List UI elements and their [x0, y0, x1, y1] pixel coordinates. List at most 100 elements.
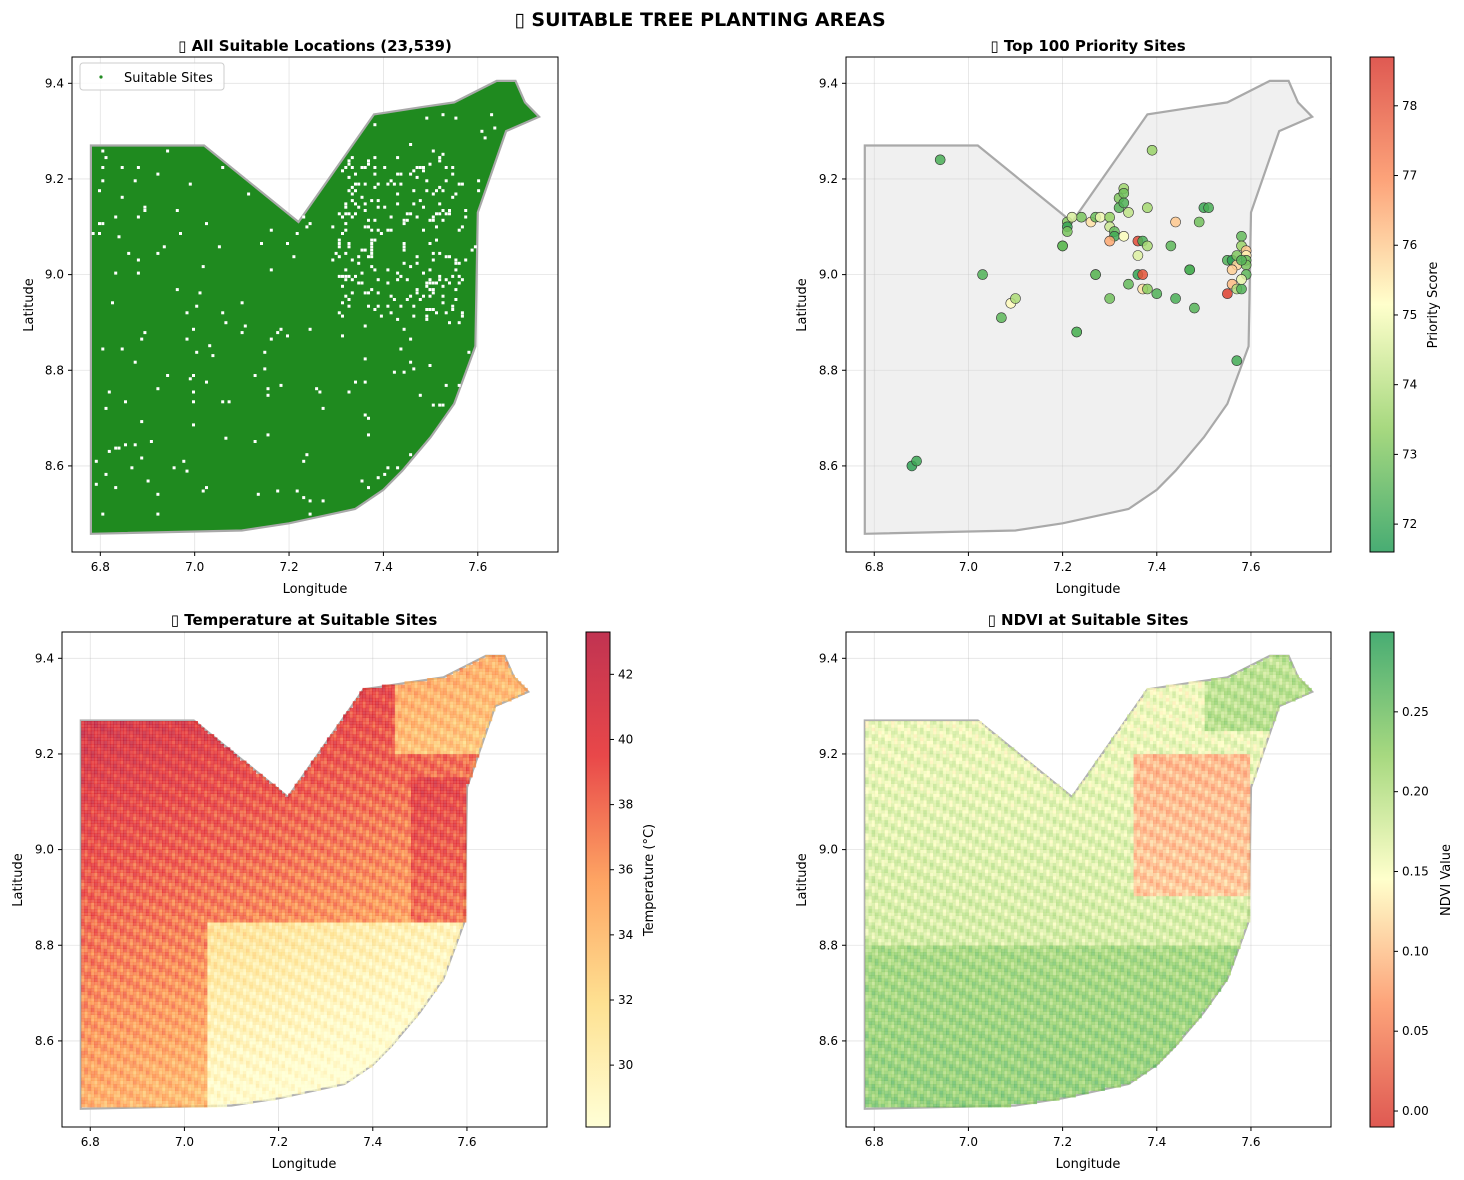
- site-cell: [97, 1084, 101, 1088]
- site-cell: [168, 998, 173, 1002]
- site-cell: [139, 928, 143, 933]
- site-cell: [113, 790, 118, 794]
- site-cell: [116, 1041, 121, 1045]
- site-cell: [110, 952, 114, 956]
- unsuitable-gap: [438, 403, 442, 407]
- site-cell: [120, 750, 124, 755]
- unsuitable-gap: [256, 492, 260, 496]
- site-cell: [200, 994, 205, 999]
- site-cell: [84, 810, 88, 814]
- site-cell: [178, 721, 182, 725]
- site-cell: [129, 760, 134, 765]
- site-cell: [178, 958, 182, 963]
- site-cell: [184, 892, 189, 897]
- site-cell: [171, 961, 176, 966]
- site-cell: [90, 1027, 95, 1032]
- site-cell: [168, 942, 173, 946]
- site-cell: [142, 1001, 147, 1005]
- site-cell: [200, 945, 205, 949]
- site-cell: [155, 760, 160, 765]
- site-cell: [184, 836, 189, 841]
- priority-site-point: [1236, 274, 1247, 285]
- site-cell: [152, 978, 156, 982]
- site-cell: [103, 740, 108, 745]
- site-cell: [129, 909, 134, 913]
- site-cell: [162, 796, 166, 801]
- site-cell: [81, 806, 85, 811]
- site-cell: [103, 935, 108, 939]
- site-cell: [145, 889, 150, 893]
- site-cell: [155, 853, 160, 857]
- unsuitable-gap: [120, 347, 124, 351]
- site-cell: [162, 1001, 166, 1005]
- site-cell: [171, 935, 176, 939]
- site-cell: [107, 971, 111, 976]
- site-cell: [126, 928, 131, 933]
- site-cell: [152, 886, 156, 890]
- site-cell: [126, 866, 131, 870]
- unsuitable-gap: [383, 166, 387, 169]
- x-tick-label: 7.0: [185, 560, 204, 574]
- site-cell: [200, 948, 205, 953]
- site-cell: [116, 922, 121, 926]
- priority-site-point: [1236, 283, 1247, 295]
- site-cell: [87, 948, 92, 953]
- site-cell: [145, 978, 150, 982]
- site-cell: [120, 952, 124, 956]
- site-cell: [100, 1004, 105, 1009]
- unsuitable-gap: [425, 179, 429, 183]
- unsuitable-gap: [428, 278, 432, 282]
- site-cell: [123, 757, 127, 761]
- site-cell: [120, 843, 124, 847]
- site-cell: [94, 823, 98, 827]
- site-cell: [197, 823, 202, 827]
- site-cell: [194, 806, 198, 811]
- site-cell: [191, 945, 195, 949]
- unsuitable-gap: [438, 159, 442, 163]
- site-cell: [184, 1103, 189, 1108]
- site-cell: [175, 955, 179, 959]
- site-cell: [113, 1090, 118, 1095]
- site-cell: [175, 1097, 179, 1101]
- site-cell: [197, 1097, 202, 1101]
- site-cell: [90, 915, 95, 920]
- site-cell: [126, 833, 131, 837]
- site-cell: [145, 1070, 150, 1075]
- site-cell: [175, 1057, 179, 1062]
- site-cell: [123, 889, 127, 893]
- site-cell: [181, 740, 186, 745]
- site-cell: [187, 978, 192, 982]
- site-cell: [175, 1074, 179, 1078]
- site-cell: [126, 1093, 131, 1098]
- site-cell: [142, 932, 147, 936]
- site-cell: [149, 889, 153, 893]
- site-cell: [184, 866, 189, 870]
- priority-site-point: [1071, 326, 1082, 338]
- site-cell: [100, 853, 105, 857]
- site-cell: [187, 984, 192, 989]
- site-cell: [168, 961, 173, 966]
- site-cell: [175, 895, 179, 900]
- site-cell: [84, 1050, 88, 1055]
- site-cell: [103, 1037, 108, 1042]
- unsuitable-gap: [347, 159, 351, 163]
- site-cell: [94, 770, 98, 775]
- site-cell: [191, 780, 195, 784]
- site-cell: [100, 740, 105, 745]
- site-cell: [132, 1090, 137, 1095]
- site-cell: [139, 918, 143, 923]
- site-cell: [84, 747, 88, 751]
- site-cell: [136, 1011, 140, 1015]
- site-cell: [149, 942, 153, 946]
- site-cell: [132, 740, 137, 745]
- site-cell: [142, 859, 147, 864]
- site-cell: [152, 895, 156, 900]
- site-cell: [90, 790, 95, 794]
- site-cell: [175, 981, 179, 986]
- site-cell: [123, 869, 127, 873]
- site-cell: [103, 988, 108, 992]
- site-cell: [162, 767, 166, 771]
- site-cell: [97, 892, 101, 897]
- site-cell: [162, 1087, 166, 1091]
- site-cell: [158, 1037, 163, 1042]
